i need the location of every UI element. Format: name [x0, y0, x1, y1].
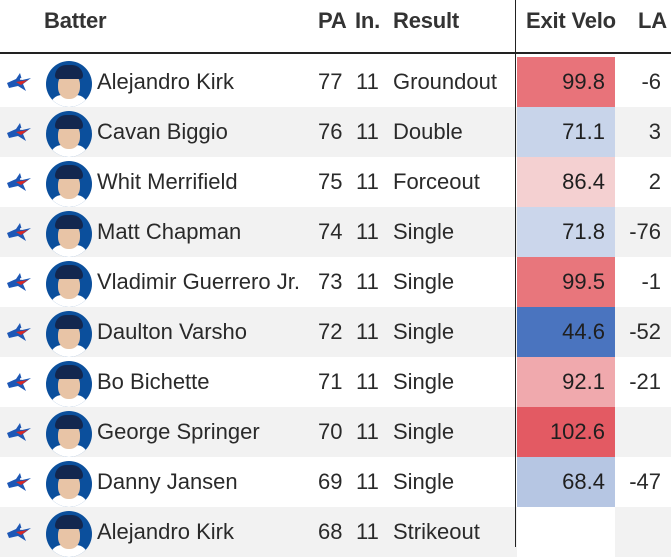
- result-value: Single: [393, 269, 455, 294]
- inning-value: 11: [356, 169, 379, 194]
- table-row: Daulton Varsho 72 11 Single 44.6 -52: [0, 307, 671, 357]
- inning-value: 11: [356, 69, 379, 94]
- exit-velo-value: 102.6: [517, 407, 615, 457]
- result-value: Strikeout: [393, 519, 480, 544]
- inning-value: 11: [356, 319, 379, 344]
- table-row: Alejandro Kirk 77 11 Groundout 99.8 -6: [0, 57, 671, 107]
- table-header: Batter PA In. Result Exit Velo LA: [0, 0, 671, 54]
- pa-value: 75: [318, 169, 343, 194]
- batter-name: Whit Merrifield: [97, 169, 238, 194]
- exit-velo-value: 71.1: [517, 107, 615, 157]
- batter-name: George Springer: [97, 419, 260, 444]
- launch-angle-value: -21: [629, 369, 661, 394]
- launch-angle-value: -76: [629, 219, 661, 244]
- blue-jays-logo-icon: [7, 523, 31, 541]
- result-value: Single: [393, 219, 455, 244]
- batter-name: Danny Jansen: [97, 469, 238, 494]
- player-headshot: [46, 461, 92, 507]
- pa-value: 72: [318, 319, 343, 344]
- launch-angle-value: -52: [629, 319, 661, 344]
- launch-angle-value: 2: [648, 169, 661, 194]
- exit-velo-value: 68.4: [517, 457, 615, 507]
- result-value: Groundout: [393, 69, 497, 94]
- batter-name: Alejandro Kirk: [97, 69, 234, 94]
- launch-angle-value: -6: [641, 69, 661, 94]
- blue-jays-logo-icon: [7, 323, 31, 341]
- player-headshot: [46, 311, 92, 357]
- inning-value: 11: [356, 419, 379, 444]
- inning-value: 11: [356, 369, 379, 394]
- blue-jays-logo-icon: [7, 473, 31, 491]
- pa-value: 74: [318, 219, 343, 244]
- pa-value: 76: [318, 119, 343, 144]
- launch-angle-value: -47: [629, 469, 661, 494]
- player-headshot: [46, 111, 92, 157]
- result-value: Double: [393, 119, 463, 144]
- batter-name: Bo Bichette: [97, 369, 210, 394]
- table-row: Bo Bichette 71 11 Single 92.1 -21: [0, 357, 671, 407]
- exit-velo-value: [517, 507, 615, 557]
- inning-value: 11: [356, 519, 379, 544]
- table-row: Danny Jansen 69 11 Single 68.4 -47: [0, 457, 671, 507]
- blue-jays-logo-icon: [7, 373, 31, 391]
- player-headshot: [46, 211, 92, 257]
- inning-value: 11: [356, 119, 379, 144]
- header-pa: PA: [318, 8, 347, 33]
- table-row: George Springer 70 11 Single 102.6: [0, 407, 671, 457]
- result-value: Single: [393, 419, 455, 444]
- pa-value: 73: [318, 269, 343, 294]
- player-headshot: [46, 161, 92, 207]
- player-headshot: [46, 261, 92, 307]
- exit-velo-value: 92.1: [517, 357, 615, 407]
- batter-name: Daulton Varsho: [97, 319, 248, 344]
- batter-name: Cavan Biggio: [97, 119, 228, 144]
- exit-velo-value: 99.5: [517, 257, 615, 307]
- player-headshot: [46, 411, 92, 457]
- table-row: Matt Chapman 74 11 Single 71.8 -76: [0, 207, 671, 257]
- launch-angle-value: [615, 407, 661, 457]
- exit-velo-value: 99.8: [517, 57, 615, 107]
- pa-value: 69: [318, 469, 343, 494]
- blue-jays-logo-icon: [7, 73, 31, 91]
- header-exit-velo: Exit Velo: [526, 8, 616, 33]
- pa-value: 77: [318, 69, 343, 94]
- header-inning: In.: [355, 8, 381, 33]
- inning-value: 11: [356, 219, 379, 244]
- launch-angle-value: -1: [641, 269, 661, 294]
- pa-value: 71: [318, 369, 343, 394]
- header-la: LA: [638, 8, 667, 33]
- blue-jays-logo-icon: [7, 273, 31, 291]
- header-batter: Batter: [44, 8, 107, 33]
- table-row: Cavan Biggio 76 11 Double 71.1 3: [0, 107, 671, 157]
- launch-angle-value: [615, 507, 661, 557]
- header-result: Result: [393, 8, 460, 33]
- exit-velo-value: 86.4: [517, 157, 615, 207]
- player-headshot: [46, 361, 92, 407]
- table-row: Vladimir Guerrero Jr. 73 11 Single 99.5 …: [0, 257, 671, 307]
- table-row: Whit Merrifield 75 11 Forceout 86.4 2: [0, 157, 671, 207]
- inning-value: 11: [356, 469, 379, 494]
- launch-angle-value: 3: [648, 119, 661, 144]
- result-value: Single: [393, 369, 455, 394]
- inning-value: 11: [356, 269, 379, 294]
- blue-jays-logo-icon: [7, 123, 31, 141]
- exit-velo-value: 71.8: [517, 207, 615, 257]
- result-value: Forceout: [393, 169, 480, 194]
- blue-jays-logo-icon: [7, 173, 31, 191]
- player-headshot: [46, 511, 92, 557]
- exit-velo-value: 44.6: [517, 307, 615, 357]
- pa-value: 70: [318, 419, 343, 444]
- result-value: Single: [393, 469, 455, 494]
- table-row: Alejandro Kirk 68 11 Strikeout: [0, 507, 671, 557]
- column-divider: [515, 0, 516, 547]
- result-value: Single: [393, 319, 455, 344]
- blue-jays-logo-icon: [7, 223, 31, 241]
- batter-name: Matt Chapman: [97, 219, 242, 244]
- player-headshot: [46, 61, 92, 107]
- batter-name: Alejandro Kirk: [97, 519, 234, 544]
- pa-value: 68: [318, 519, 343, 544]
- batter-name: Vladimir Guerrero Jr.: [97, 269, 300, 294]
- blue-jays-logo-icon: [7, 423, 31, 441]
